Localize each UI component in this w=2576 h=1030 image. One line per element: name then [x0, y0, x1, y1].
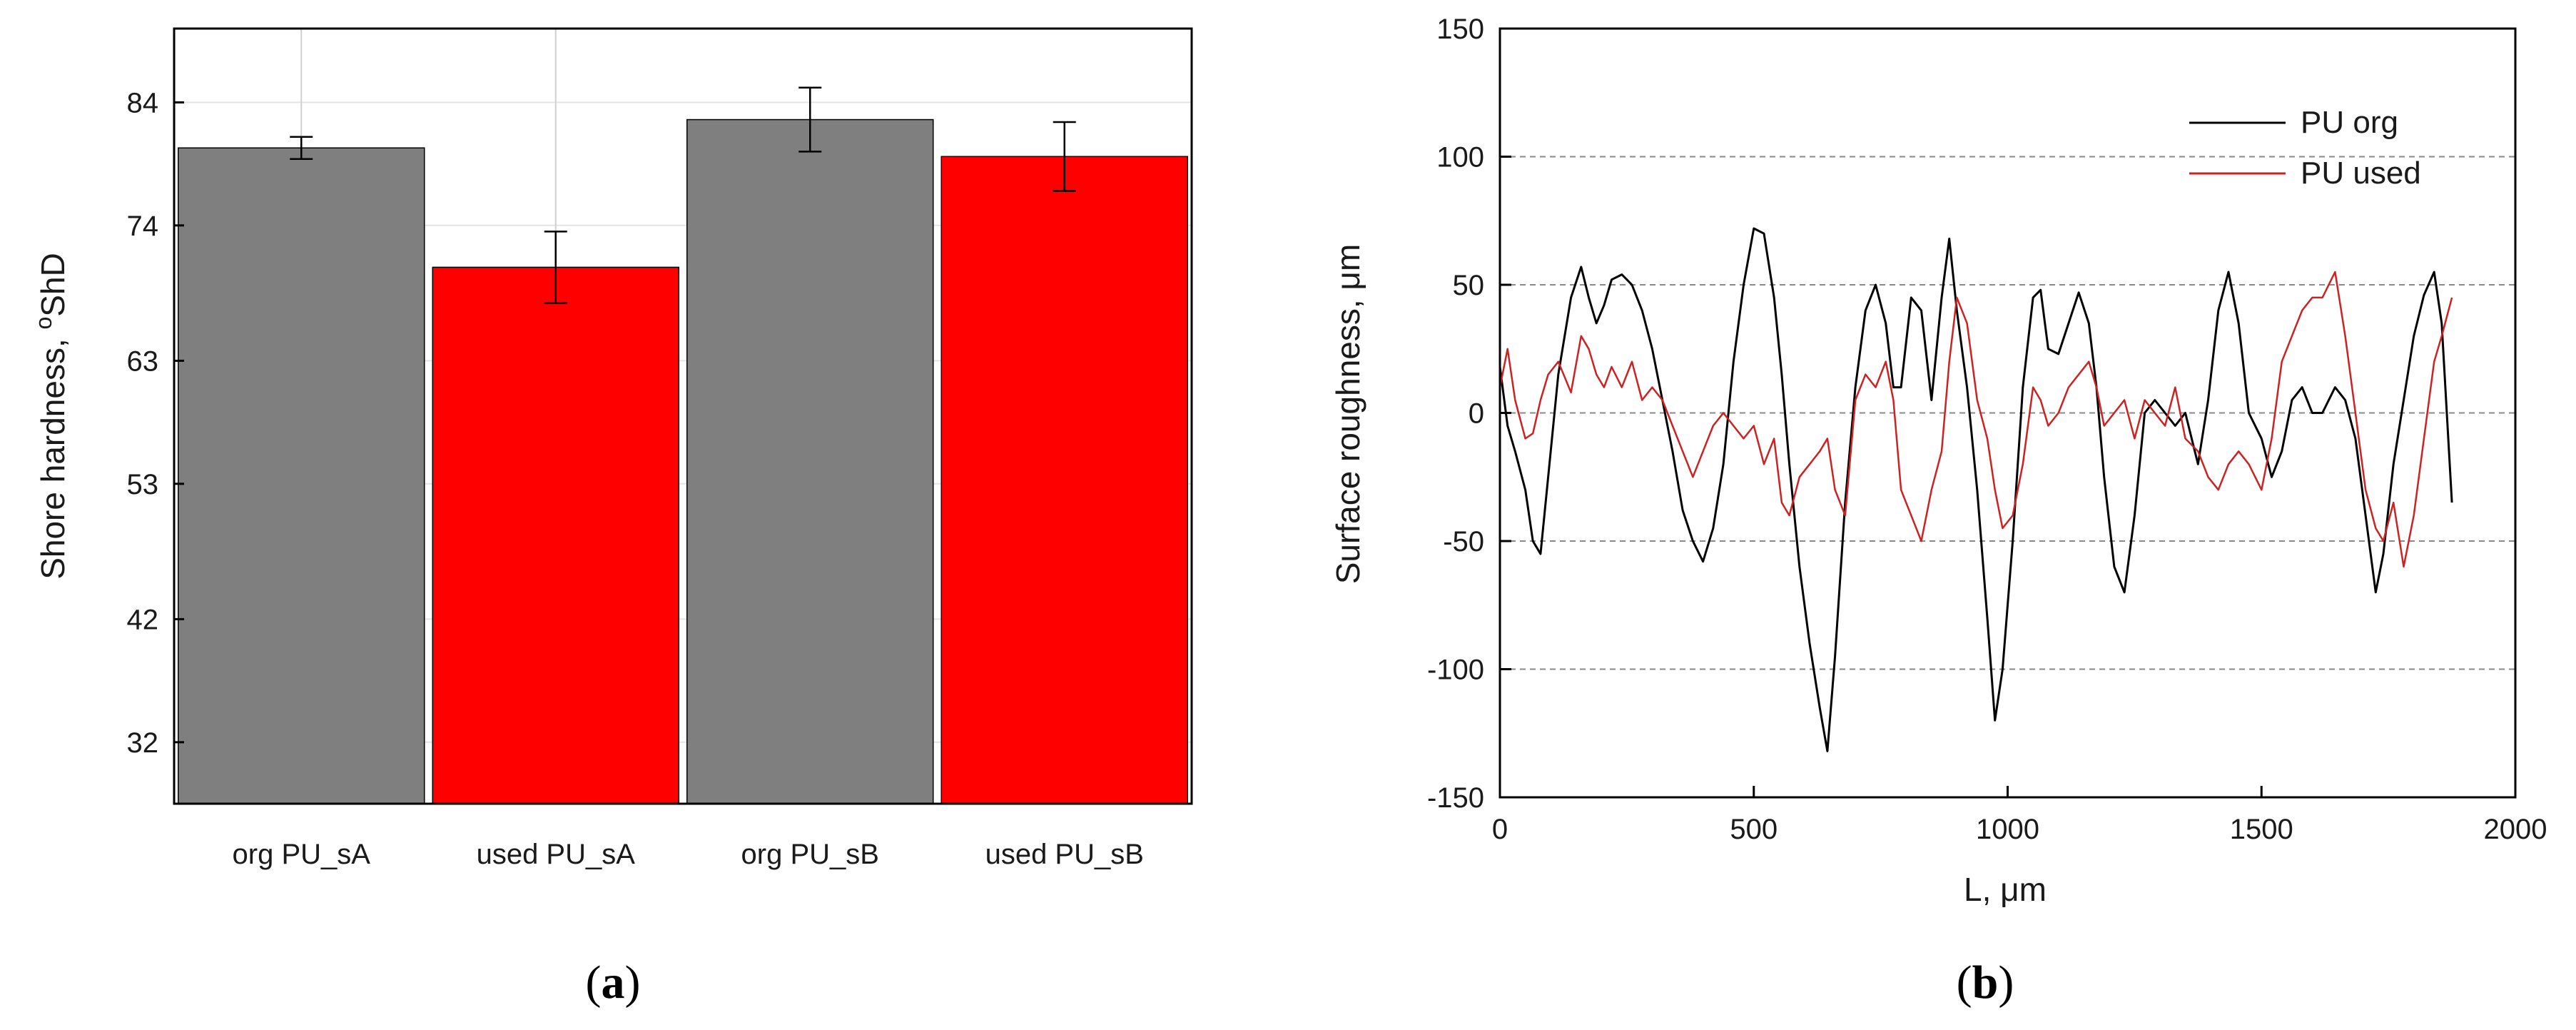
legend-label-pu-org: PU org — [2301, 105, 2398, 140]
bar-org-pu-sb — [686, 118, 934, 804]
chart-a-y-tick-label: 84 — [127, 87, 159, 118]
chart-b-y-tick-label: 50 — [1453, 270, 1485, 301]
chart-b-y-tick-label: 150 — [1436, 14, 1484, 45]
legend-label-pu-used: PU used — [2301, 156, 2421, 191]
chart-b-y-ticks: -150 -100 -50 0 50 100 150 — [1427, 14, 1511, 814]
chart-a-x-tick-label: org PU_sB — [741, 839, 879, 870]
chart-a-plot-frame — [173, 27, 1193, 805]
panel-label-b: (b) — [1957, 956, 2014, 1009]
chart-b-surface-roughness: -150 -100 -50 0 50 100 150 0 500 1000 1500 2000 Su… — [1329, 14, 2547, 1009]
chart-b-legend: PU org PU used — [2189, 105, 2421, 191]
chart-b-y-tick-label: -100 — [1427, 655, 1484, 686]
chart-a-y-tick-label: 74 — [127, 211, 159, 242]
chart-a-y-tick-label: 42 — [127, 604, 159, 635]
chart-a-x-ticks: org PU_sA used PU_sA org PU_sB used PU_sB — [233, 839, 1144, 870]
panel-label-a: (a) — [586, 956, 641, 1009]
chart-a-y-tick-label: 53 — [127, 469, 159, 500]
chart-b-x-tick-label: 2000 — [2484, 814, 2547, 845]
chart-b-y-tick-label: -50 — [1443, 526, 1484, 557]
chart-a-y-ticks: 32 42 53 63 74 84 — [127, 87, 184, 759]
chart-b-y-tick-label: 100 — [1436, 142, 1484, 173]
chart-b-x-tick-label: 500 — [1730, 814, 1778, 845]
chart-a-y-axis-title: Shore hardness, oShD — [31, 253, 71, 580]
chart-b-series — [1499, 227, 2453, 752]
bar-used-pu-sa — [432, 266, 679, 804]
chart-b-x-axis-title: L, μm — [1964, 871, 2047, 908]
chart-a-y-tick-label: 32 — [127, 727, 159, 759]
chart-b-x-tick-label: 1000 — [1976, 814, 2039, 845]
chart-b-y-axis-title: Surface roughness, μm — [1329, 244, 1366, 585]
chart-b-y-tick-label: 0 — [1469, 398, 1484, 430]
series-line-pu-org — [1499, 227, 2453, 752]
chart-a-x-tick-label: used PU_sA — [477, 839, 636, 870]
chart-a-y-tick-label: 63 — [127, 345, 159, 377]
bar-used-pu-sb — [940, 156, 1188, 804]
bar-org-pu-sa — [178, 147, 425, 804]
chart-b-x-ticks: 0 500 1000 1500 2000 — [1492, 786, 2547, 845]
chart-a-x-tick-label: used PU_sB — [985, 839, 1144, 870]
chart-a-error-bars — [290, 86, 1076, 304]
chart-b-x-tick-label: 0 — [1492, 814, 1508, 845]
series-line-pu-used — [1499, 271, 2453, 568]
chart-b-x-tick-label: 1500 — [2230, 814, 2293, 845]
chart-a-bars — [178, 118, 1188, 804]
chart-b-y-tick-label: -150 — [1427, 782, 1484, 814]
chart-a-x-tick-label: org PU_sA — [233, 839, 371, 870]
